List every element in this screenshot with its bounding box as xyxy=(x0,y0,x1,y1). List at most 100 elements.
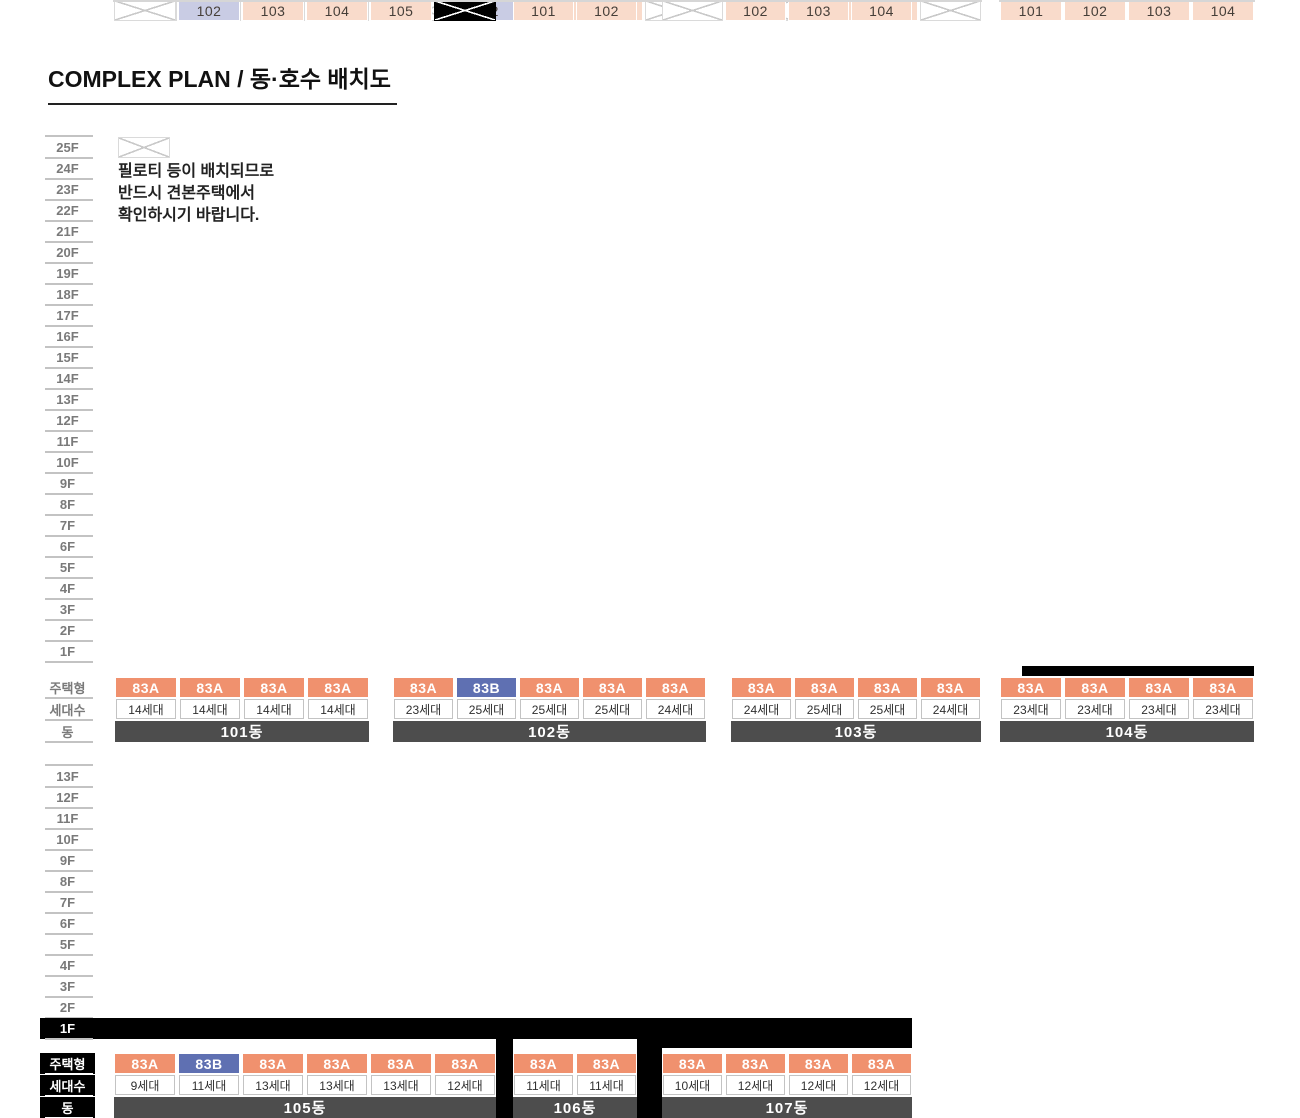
floor-label: 5F xyxy=(59,937,76,952)
ground-bar-104 xyxy=(1022,666,1254,676)
household-count-cell: 14세대 xyxy=(308,699,368,719)
floor-scale-line xyxy=(45,157,93,159)
floor-label: 10F xyxy=(56,832,79,847)
floor-scale-line xyxy=(45,577,93,579)
floor-label: 15F xyxy=(56,350,79,365)
household-count-cell: 25세대 xyxy=(520,699,579,719)
unit-cell: 103 xyxy=(242,0,304,21)
floor-scale-line xyxy=(45,535,93,537)
floor-scale-line xyxy=(45,640,93,642)
floor-scale-line xyxy=(45,346,93,348)
unit-type-cell: 83A xyxy=(513,1053,574,1074)
unit-cell: 102 xyxy=(725,0,786,21)
floor-scale-line xyxy=(45,849,93,851)
floor-scale-line xyxy=(45,514,93,516)
unit-type-cell: 83A xyxy=(242,1053,304,1074)
pilotis-note-line: 확인하시기 바랍니다. xyxy=(118,207,260,224)
unit-type-cell: 83A xyxy=(243,677,305,698)
building-name-bar: 104동 xyxy=(1000,721,1254,742)
household-count-cell: 25세대 xyxy=(858,699,917,719)
building-name-bar: 106동 xyxy=(513,1097,637,1118)
household-count-cell: 24세대 xyxy=(646,699,705,719)
pilotis-x-cell xyxy=(662,0,723,21)
floor-label: 19F xyxy=(56,266,79,281)
household-count-cell: 11세대 xyxy=(577,1075,636,1095)
ground-bar-lower-section xyxy=(40,1018,912,1039)
unit-type-cell: 83A xyxy=(115,677,177,698)
floor-label: 18F xyxy=(56,287,79,302)
floor-label: 6F xyxy=(59,916,76,931)
floor-label: 2F xyxy=(59,623,76,638)
floor-label: 7F xyxy=(59,518,76,533)
ground-gap-105-106 xyxy=(496,1018,513,1118)
unit-cell: 103 xyxy=(1128,0,1190,21)
floor-scale-line xyxy=(45,472,93,474)
floor-label: 12F xyxy=(56,790,79,805)
unit-type-cell: 83A xyxy=(307,677,369,698)
row-label-building-line xyxy=(45,741,93,743)
household-count-cell: 23세대 xyxy=(394,699,453,719)
unit-type-cell: 83A xyxy=(582,677,643,698)
floor-label: 1F xyxy=(40,1018,95,1039)
floor-label: 3F xyxy=(59,979,76,994)
unit-cell: 101 xyxy=(1000,0,1062,21)
floor-scale-line xyxy=(45,598,93,600)
floor-scale-line xyxy=(45,891,93,893)
household-count-cell: 11세대 xyxy=(514,1075,573,1095)
unit-cell: 101 xyxy=(513,0,574,21)
floor-scale-line xyxy=(45,135,93,137)
pilotis-x-cell xyxy=(920,0,981,21)
row-label-households-line xyxy=(45,1095,93,1097)
floor-label: 13F xyxy=(56,769,79,784)
floor-scale-line xyxy=(45,764,93,766)
unit-type-cell: 83A xyxy=(662,1053,723,1074)
household-count-cell: 10세대 xyxy=(663,1075,722,1095)
household-count-cell: 14세대 xyxy=(180,699,240,719)
building-name-bar: 103동 xyxy=(731,721,981,742)
unit-type-cell: 83A xyxy=(1128,677,1190,698)
household-count-cell: 12세대 xyxy=(789,1075,848,1095)
row-label-unit-type-line xyxy=(45,697,93,699)
household-count-cell: 23세대 xyxy=(1129,699,1189,719)
floor-label: 3F xyxy=(59,602,76,617)
household-count-cell: 24세대 xyxy=(921,699,980,719)
floor-label: 25F xyxy=(56,140,79,155)
floor-scale-line xyxy=(45,933,93,935)
row-label-unit-type: 주택형 xyxy=(40,1053,95,1074)
unit-type-cell: 83A xyxy=(179,677,241,698)
unit-type-cell: 83A xyxy=(519,677,580,698)
unit-type-cell: 83A xyxy=(788,1053,849,1074)
floor-scale-line xyxy=(45,786,93,788)
pilotis-marker-box xyxy=(118,137,170,158)
unit-cell: 104 xyxy=(851,0,912,21)
floor-label: 16F xyxy=(56,329,79,344)
page-title: COMPLEX PLAN / 동·호수 배치도 xyxy=(48,60,397,105)
unit-cell: 103 xyxy=(788,0,849,21)
row-label-households-line xyxy=(45,719,93,721)
floor-label: 5F xyxy=(59,560,76,575)
floor-label: 6F xyxy=(59,539,76,554)
floor-label: 9F xyxy=(59,476,76,491)
unit-type-cell: 83A xyxy=(1064,677,1126,698)
floor-scale-line xyxy=(45,241,93,243)
floor-scale-line xyxy=(45,430,93,432)
household-count-cell: 14세대 xyxy=(116,699,176,719)
floor-scale-line xyxy=(45,388,93,390)
floor-label: 10F xyxy=(56,455,79,470)
floor-label: 12F xyxy=(56,413,79,428)
household-count-cell: 23세대 xyxy=(1001,699,1061,719)
floor-label: 17F xyxy=(56,308,79,323)
floor-scale-line xyxy=(45,828,93,830)
unit-type-cell: 83A xyxy=(645,677,706,698)
household-count-cell: 25세대 xyxy=(795,699,854,719)
floor-scale-line xyxy=(45,220,93,222)
floor-scale-line xyxy=(45,493,93,495)
floor-label: 9F xyxy=(59,853,76,868)
floor-label: 7F xyxy=(59,895,76,910)
floor-scale-line xyxy=(45,661,93,663)
floor-label: 8F xyxy=(59,874,76,889)
floor-scale-line xyxy=(45,807,93,809)
household-count-cell: 14세대 xyxy=(244,699,304,719)
floor-label: 23F xyxy=(56,182,79,197)
